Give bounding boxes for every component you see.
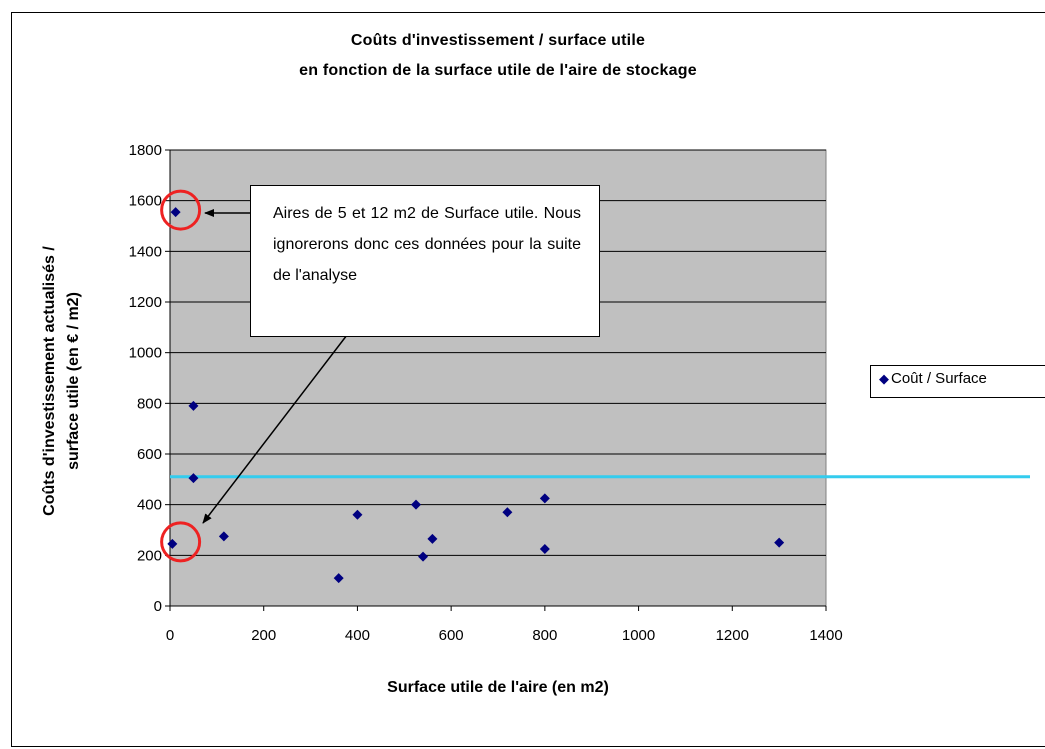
data-point <box>418 551 429 562</box>
chart-title: Coûts d'investissement / surface utile <box>350 32 646 49</box>
highlight-circles <box>160 189 202 563</box>
x-tick-label: 400 <box>345 627 370 644</box>
highlight-circle <box>160 521 202 563</box>
y-tick-label: 800 <box>137 395 162 412</box>
y-tick-label: 1000 <box>129 345 162 362</box>
y-tick-label: 1400 <box>129 243 162 260</box>
data-point <box>539 544 550 554</box>
highlight-circle <box>160 189 202 231</box>
y-tick-label: 600 <box>137 446 162 463</box>
x-tick-label: 1200 <box>716 627 749 644</box>
data-point <box>502 507 513 518</box>
arrow-to-bottom-circle <box>202 334 348 524</box>
data-point <box>188 473 199 484</box>
data-point <box>539 493 550 504</box>
y-axis-title-line1: Coûts d'investissement actualisés / <box>41 246 58 516</box>
y-tick-label: 1800 <box>129 142 162 159</box>
data-point <box>333 573 344 584</box>
data-point <box>352 509 363 520</box>
y-tick-label: 0 <box>154 598 162 615</box>
data-point <box>167 538 178 549</box>
x-tick-label: 800 <box>532 627 557 644</box>
y-tick-label: 1600 <box>129 193 162 210</box>
chart-subtitle: en fonction de la surface utile de l'air… <box>299 62 697 79</box>
legend-label: Coût / Surface <box>891 370 987 387</box>
x-tick-label: 1000 <box>622 627 655 644</box>
legend: ◆ Coût / Surface <box>870 365 1045 398</box>
x-tick-label: 1400 <box>809 627 842 644</box>
y-axis-title-line2: surface utile (en € / m2) <box>65 292 82 470</box>
data-point <box>188 400 199 411</box>
x-tick-label: 200 <box>251 627 276 644</box>
data-point <box>774 537 785 548</box>
x-axis-title: Surface utile de l'aire (en m2) <box>387 679 609 696</box>
annotation-arrows <box>202 209 348 524</box>
x-tick-labels: 0 200 400 600 800 1000 1200 1400 <box>166 627 843 644</box>
data-point <box>218 531 229 542</box>
data-point <box>170 207 181 218</box>
x-tick-label: 600 <box>439 627 464 644</box>
y-tick-label: 1200 <box>129 294 162 311</box>
data-point <box>427 533 438 544</box>
y-tick-label: 200 <box>137 547 162 564</box>
data-points <box>167 207 785 584</box>
data-point <box>411 499 421 510</box>
legend-diamond-icon: ◆ <box>879 371 889 386</box>
annotation-callout: Aires de 5 et 12 m2 de Surface utile. No… <box>250 185 600 337</box>
y-tick-labels: 0 200 400 600 800 1000 1200 1400 1600 1800 <box>129 142 162 615</box>
y-tick-label: 400 <box>137 497 162 514</box>
x-tick-label: 0 <box>166 627 174 644</box>
